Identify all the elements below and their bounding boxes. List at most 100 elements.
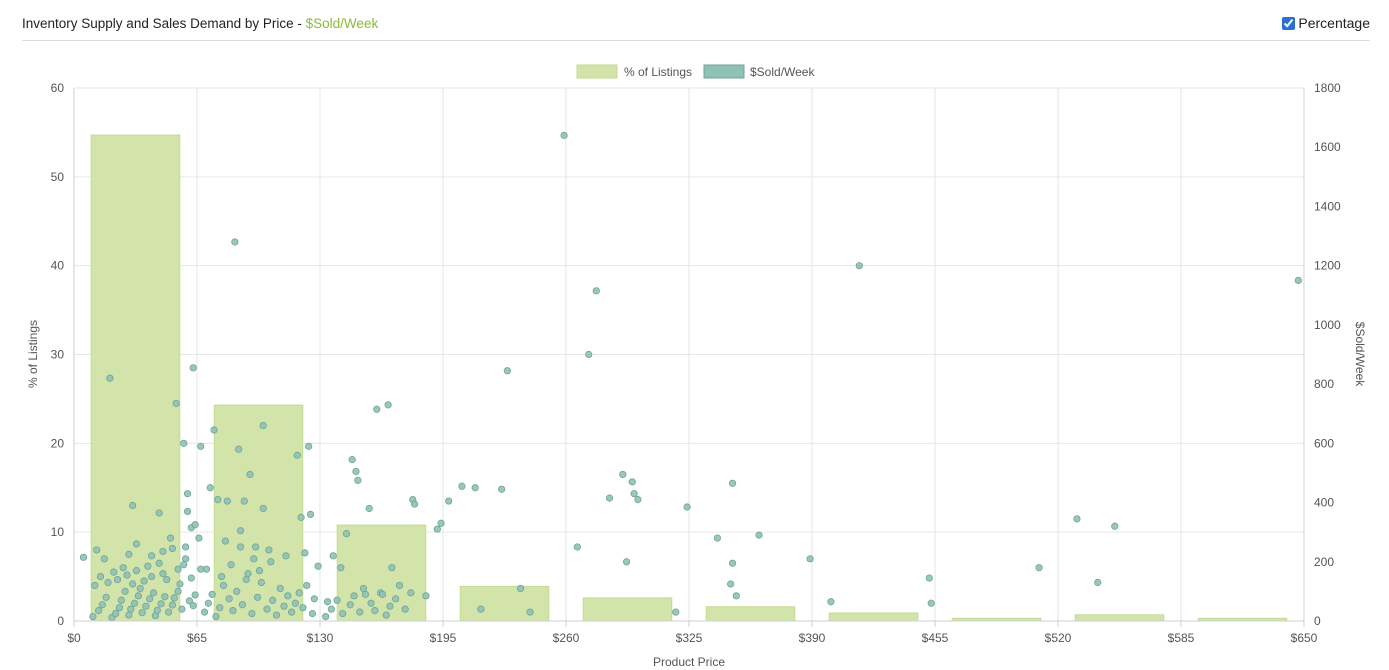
scatter-point[interactable] bbox=[365, 504, 373, 513]
scatter-point[interactable] bbox=[146, 595, 154, 603]
scatter-point[interactable] bbox=[314, 562, 322, 570]
scatter-point[interactable] bbox=[132, 540, 141, 548]
scatter-point[interactable] bbox=[183, 507, 192, 516]
scatter-point[interactable] bbox=[498, 485, 506, 493]
scatter-point[interactable] bbox=[337, 564, 345, 572]
scatter-point[interactable] bbox=[573, 543, 581, 551]
scatter-point[interactable] bbox=[352, 467, 360, 476]
scatter-point[interactable] bbox=[728, 559, 737, 567]
scatter-point[interactable] bbox=[129, 501, 137, 510]
scatter-point[interactable] bbox=[348, 456, 356, 464]
scatter-point[interactable] bbox=[1111, 522, 1119, 530]
legend-label-listings[interactable]: % of Listings bbox=[624, 65, 692, 79]
scatter-point[interactable] bbox=[240, 497, 248, 505]
scatter-point[interactable] bbox=[238, 601, 247, 609]
scatter-point[interactable] bbox=[327, 605, 335, 613]
scatter-point[interactable] bbox=[458, 482, 466, 490]
scatter-point[interactable] bbox=[231, 238, 239, 246]
scatter-point[interactable] bbox=[157, 600, 165, 608]
scatter-point[interactable] bbox=[202, 565, 211, 573]
scatter-point[interactable] bbox=[206, 484, 214, 492]
scatter-point[interactable] bbox=[166, 534, 175, 542]
scatter-point[interactable] bbox=[125, 611, 133, 619]
scatter-point[interactable] bbox=[95, 607, 103, 615]
scatter-point[interactable] bbox=[628, 478, 636, 486]
scatter-point[interactable] bbox=[356, 608, 364, 616]
scatter-point[interactable] bbox=[168, 601, 176, 609]
scatter-point[interactable] bbox=[174, 565, 182, 573]
scatter-point[interactable] bbox=[93, 546, 101, 554]
scatter-point[interactable] bbox=[250, 555, 258, 563]
scatter-point[interactable] bbox=[149, 589, 158, 597]
scatter-point[interactable] bbox=[174, 587, 182, 595]
scatter-point[interactable] bbox=[79, 553, 88, 561]
scatter-point[interactable] bbox=[407, 589, 415, 597]
scatter-point[interactable] bbox=[299, 604, 307, 612]
scatter-point[interactable] bbox=[236, 527, 245, 535]
scatter-point[interactable] bbox=[140, 577, 148, 585]
scatter-point[interactable] bbox=[229, 607, 237, 615]
scatter-point[interactable] bbox=[106, 374, 114, 382]
scatter-point[interactable] bbox=[1094, 578, 1102, 587]
scatter-point[interactable] bbox=[244, 570, 252, 578]
scatter-point[interactable] bbox=[242, 575, 250, 584]
scatter-point[interactable] bbox=[433, 525, 441, 533]
scatter-point[interactable] bbox=[104, 578, 112, 587]
scatter-point[interactable] bbox=[592, 287, 600, 295]
scatter-point[interactable] bbox=[123, 571, 131, 579]
scatter-point[interactable] bbox=[212, 612, 220, 621]
scatter-point[interactable] bbox=[246, 470, 254, 479]
scatter-point[interactable] bbox=[333, 596, 341, 604]
scatter-point[interactable] bbox=[147, 572, 156, 581]
scatter-point[interactable] bbox=[180, 561, 188, 569]
scatter-point[interactable] bbox=[386, 602, 394, 610]
scatter-point[interactable] bbox=[259, 504, 267, 513]
scatter-point[interactable] bbox=[619, 470, 627, 479]
scatter-point[interactable] bbox=[147, 552, 156, 560]
scatter-point[interactable] bbox=[354, 476, 362, 484]
scatter-point[interactable] bbox=[125, 550, 133, 558]
scatter-point[interactable] bbox=[155, 509, 163, 517]
scatter-point[interactable] bbox=[322, 612, 330, 621]
scatter-point[interactable] bbox=[280, 602, 288, 610]
scatter-point[interactable] bbox=[138, 609, 146, 617]
scatter-point[interactable] bbox=[371, 607, 379, 615]
scatter-point[interactable] bbox=[127, 605, 135, 613]
scatter-point[interactable] bbox=[306, 510, 315, 519]
scatter-point[interactable] bbox=[252, 543, 260, 551]
scatter-point[interactable] bbox=[255, 567, 264, 575]
scatter-point[interactable] bbox=[142, 602, 150, 610]
bar-listings[interactable] bbox=[213, 404, 304, 622]
scatter-point[interactable] bbox=[208, 590, 216, 598]
scatter-point[interactable] bbox=[392, 595, 400, 603]
scatter-point[interactable] bbox=[155, 559, 163, 567]
scatter-point[interactable] bbox=[91, 581, 99, 590]
scatter-point[interactable] bbox=[342, 530, 351, 538]
scatter-point[interactable] bbox=[272, 611, 281, 619]
scatter-point[interactable] bbox=[727, 580, 735, 588]
scatter-point[interactable] bbox=[189, 364, 197, 372]
scatter-point[interactable] bbox=[130, 599, 139, 607]
scatter-point[interactable] bbox=[288, 608, 296, 616]
scatter-point[interactable] bbox=[297, 513, 305, 521]
scatter-point[interactable] bbox=[115, 604, 124, 612]
scatter-point[interactable] bbox=[713, 534, 721, 542]
scatter-point[interactable] bbox=[200, 608, 209, 616]
scatter-point[interactable] bbox=[191, 591, 199, 599]
scatter-point[interactable] bbox=[395, 581, 404, 590]
scatter-point[interactable] bbox=[382, 611, 390, 619]
scatter-point[interactable] bbox=[269, 596, 277, 604]
scatter-point[interactable] bbox=[622, 558, 631, 566]
scatter-point[interactable] bbox=[218, 572, 226, 581]
scatter-point[interactable] bbox=[257, 578, 265, 587]
scatter-point[interactable] bbox=[182, 555, 190, 563]
scatter-point[interactable] bbox=[170, 594, 178, 602]
scatter-point[interactable] bbox=[732, 592, 740, 600]
scatter-point[interactable] bbox=[144, 562, 152, 570]
scatter-point[interactable] bbox=[329, 552, 337, 560]
legend-label-sold[interactable]: $Sold/Week bbox=[750, 65, 815, 79]
scatter-point[interactable] bbox=[136, 584, 144, 593]
scatter-point[interactable] bbox=[134, 592, 142, 600]
scatter-point[interactable] bbox=[100, 555, 108, 563]
scatter-point[interactable] bbox=[178, 605, 186, 613]
